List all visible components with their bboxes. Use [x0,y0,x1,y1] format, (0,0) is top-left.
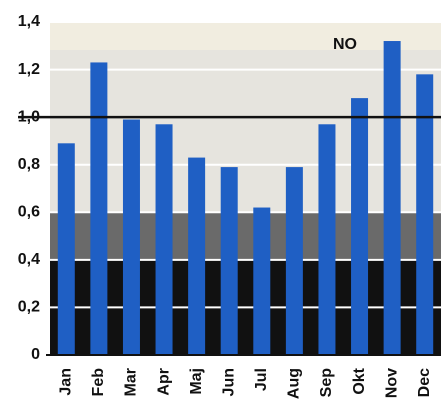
bar [220,167,238,355]
band [50,212,441,260]
x-tick-label: Apr [155,368,172,396]
x-tick-label: Jul [253,368,270,391]
annotation: NO [333,36,357,53]
bar [57,143,75,355]
y-tick-label: 0,8 [18,156,40,173]
x-tick-label: Jan [58,368,75,396]
y-tick-label: 1,4 [18,13,40,30]
x-tick-label: Aug [286,368,303,399]
plot-background [50,22,441,355]
x-tick-label: Sep [318,368,335,398]
x-tick-label: Maj [188,368,205,395]
bar [318,124,336,356]
bar [155,124,173,356]
x-tick-label: Dec [416,368,433,397]
bar [90,62,108,355]
y-tick-label: 0 [31,346,40,363]
band [50,50,441,213]
bar [285,167,303,355]
y-tick-label: 0,2 [18,299,40,316]
x-tick-label: Okt [351,367,368,394]
bar [122,119,140,356]
bar [416,74,434,355]
x-tick-label: Jun [220,368,237,396]
x-tick-label: Feb [90,368,107,397]
y-tick-label: 0,6 [18,204,40,221]
bar [188,157,206,355]
y-tick-label: 0,4 [18,251,40,268]
bar [351,98,369,355]
y-tick-label: 1,2 [18,61,40,78]
band [50,22,441,50]
bar [253,207,271,355]
bar [383,41,401,356]
x-tick-label: Nov [383,368,400,398]
x-tick-label: Mar [123,368,140,396]
